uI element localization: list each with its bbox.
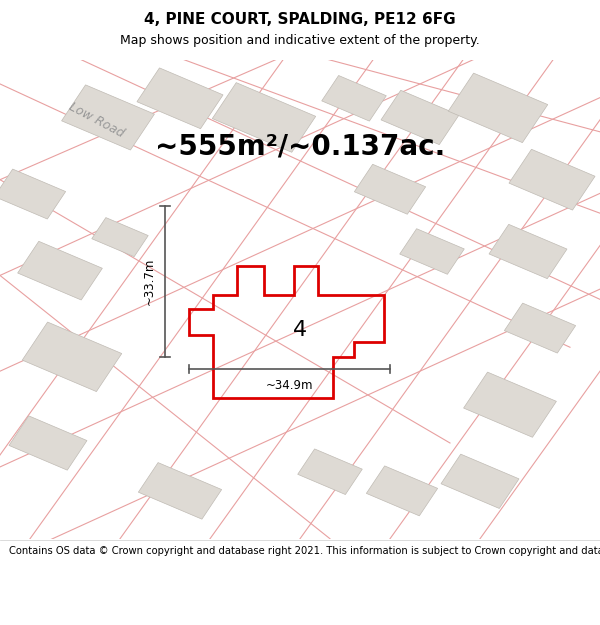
Polygon shape [381,90,459,144]
Polygon shape [17,241,103,300]
Polygon shape [9,416,87,470]
Text: Low Road: Low Road [66,100,126,140]
Polygon shape [400,229,464,274]
Text: ~33.7m: ~33.7m [143,258,156,305]
Polygon shape [92,217,148,257]
Polygon shape [298,449,362,494]
Polygon shape [448,73,548,142]
Polygon shape [137,68,223,129]
Polygon shape [505,303,575,353]
Polygon shape [509,149,595,210]
Text: ~555m²/~0.137ac.: ~555m²/~0.137ac. [155,132,445,160]
Text: ~34.9m: ~34.9m [266,379,313,392]
Polygon shape [0,169,65,219]
Polygon shape [322,76,386,121]
Polygon shape [464,372,556,438]
Polygon shape [441,454,519,509]
Text: Contains OS data © Crown copyright and database right 2021. This information is : Contains OS data © Crown copyright and d… [9,546,600,556]
Polygon shape [139,462,221,519]
Text: 4: 4 [293,321,307,341]
Polygon shape [355,164,425,214]
Text: 4, PINE COURT, SPALDING, PE12 6FG: 4, PINE COURT, SPALDING, PE12 6FG [144,12,456,27]
Polygon shape [489,224,567,279]
Polygon shape [62,85,154,150]
Polygon shape [212,82,316,152]
Polygon shape [22,322,122,392]
Polygon shape [367,466,437,516]
Text: Map shows position and indicative extent of the property.: Map shows position and indicative extent… [120,34,480,47]
